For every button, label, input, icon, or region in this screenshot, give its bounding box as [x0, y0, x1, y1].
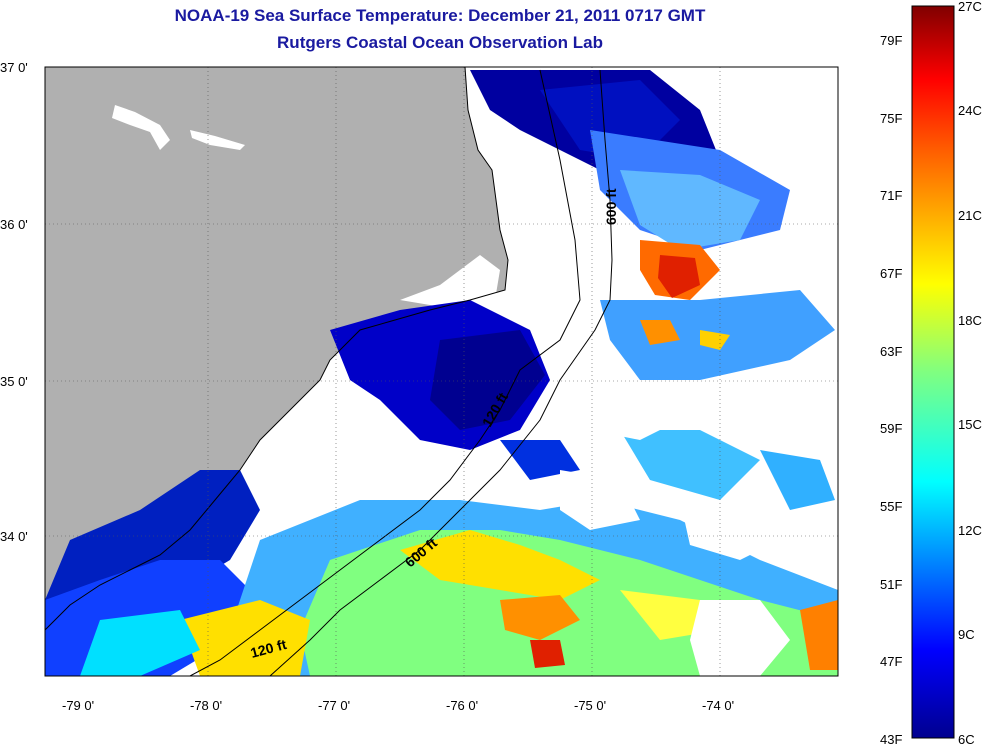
isobath-label: 600 ft	[603, 188, 619, 225]
colorbar-f-label: 47F	[880, 654, 902, 669]
colorbar-c-label: 6C	[958, 732, 975, 747]
colorbar-f-label: 55F	[880, 499, 902, 514]
colorbar-f-label: 59F	[880, 421, 902, 436]
lat-label: 34 0'	[0, 529, 28, 544]
graticule	[45, 67, 838, 676]
isobath-120ft	[189, 69, 581, 676]
colorbar-c-label: 12C	[958, 523, 982, 538]
lat-label: 37 0'	[0, 60, 28, 75]
lon-label: -78 0'	[190, 698, 222, 713]
map-subtitle: Rutgers Coastal Ocean Observation Lab	[277, 33, 603, 52]
sound-water	[400, 255, 500, 310]
colorbar-f-label: 67F	[880, 266, 902, 281]
colorbar-c-label: 27C	[958, 0, 982, 14]
lon-label: -74 0'	[702, 698, 734, 713]
colorbar-f-label: 71F	[880, 188, 902, 203]
colorbar-c-label: 15C	[958, 417, 982, 432]
isobath-600ft	[269, 69, 613, 676]
lon-label: -75 0'	[574, 698, 606, 713]
colorbar-f-label: 79F	[880, 33, 902, 48]
colorbar-c-label: 24C	[958, 103, 982, 118]
lat-label: 36 0'	[0, 217, 28, 232]
lat-label: 35 0'	[0, 374, 28, 389]
colorbar-f-label: 51F	[880, 577, 902, 592]
lon-label: -79 0'	[62, 698, 94, 713]
sound-water	[112, 105, 170, 150]
colorbar-c-label: 21C	[958, 208, 982, 223]
lon-label: -76 0'	[446, 698, 478, 713]
sst-warm-water	[590, 130, 835, 510]
colorbar-f-label: 63F	[880, 344, 902, 359]
sound-water	[190, 130, 245, 150]
map-title: NOAA-19 Sea Surface Temperature: Decembe…	[174, 6, 706, 25]
colorbar-c-label: 18C	[958, 313, 982, 328]
colorbar-f-label: 43F	[880, 732, 902, 747]
land-area	[45, 67, 508, 630]
coastline	[45, 67, 509, 631]
colorbar	[911, 5, 955, 739]
cloud-mask	[560, 380, 838, 676]
lon-label: -77 0'	[318, 698, 350, 713]
colorbar-c-label: 9C	[958, 627, 975, 642]
colorbar-f-label: 75F	[880, 111, 902, 126]
